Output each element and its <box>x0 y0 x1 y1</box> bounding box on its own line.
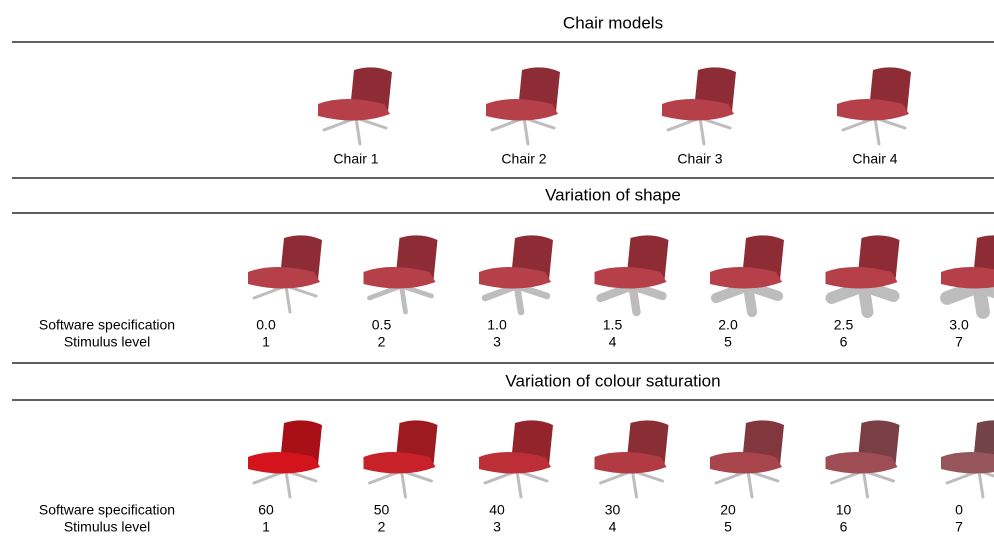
cell-value: 3.0 <box>949 317 969 333</box>
chair-leg <box>400 469 407 499</box>
chair-seat <box>594 267 667 289</box>
cell-value: 60 <box>258 502 274 518</box>
chair-seat <box>662 99 734 121</box>
cell-value: 40 <box>489 502 505 518</box>
cell-value: 2.0 <box>718 317 738 333</box>
cell-value: 50 <box>374 502 390 518</box>
chair-leg <box>628 281 641 317</box>
cell-value: 2 <box>378 334 386 350</box>
chair-leg <box>354 116 362 146</box>
chair-seat <box>710 452 782 474</box>
section-title: Variation of colour saturation <box>505 371 720 390</box>
chair-image <box>479 420 553 499</box>
cell-value: 5 <box>724 519 732 535</box>
chair-image <box>248 235 322 314</box>
cell-value: 4 <box>609 519 617 535</box>
chair-leg <box>862 469 869 499</box>
cell-value: 7 <box>955 519 963 535</box>
chair-seat <box>837 99 909 121</box>
chair-leg <box>631 469 638 499</box>
chair-image <box>940 235 994 319</box>
row-label: Stimulus level <box>64 334 150 350</box>
chair-leg <box>746 469 754 499</box>
cell-value: 6 <box>840 519 848 535</box>
chair-image <box>710 235 784 318</box>
section-title: Chair models <box>563 13 663 32</box>
chair-leg <box>513 282 525 316</box>
chair-seat <box>363 452 436 474</box>
chair-seat <box>479 267 551 289</box>
chair-image <box>486 67 560 146</box>
chair-image <box>248 420 322 499</box>
cell-value: 30 <box>605 502 621 518</box>
chair-image <box>594 235 669 317</box>
cell-value: 1.0 <box>487 317 507 333</box>
chair-seat <box>248 267 320 289</box>
chair-seat <box>479 452 551 474</box>
cell-value: 20 <box>720 502 736 518</box>
chair-image <box>363 235 438 315</box>
model-label: Chair 1 <box>333 151 378 167</box>
chair-leg <box>522 116 530 146</box>
chair-leg <box>698 116 706 146</box>
chair-image <box>479 235 553 316</box>
chair-seat <box>486 99 558 121</box>
section-title: Variation of shape <box>545 185 681 204</box>
chair-seat <box>941 267 994 289</box>
cell-value: 10 <box>836 502 852 518</box>
model-label: Chair 2 <box>501 151 546 167</box>
cell-value: 1.5 <box>603 317 623 333</box>
cell-value: 2.5 <box>834 317 854 333</box>
model-label: Chair 3 <box>677 151 722 167</box>
chair-leg <box>873 116 881 146</box>
chair-leg <box>284 284 292 314</box>
cell-value: 0.5 <box>372 317 392 333</box>
chair-image <box>318 67 392 146</box>
chair-image <box>941 420 994 499</box>
model-label: Chair 4 <box>852 151 897 167</box>
cell-value: 3 <box>493 519 501 535</box>
chair-seat <box>248 452 320 474</box>
cell-value: 6 <box>840 334 848 350</box>
chair-seat <box>318 99 390 121</box>
chair-seat <box>825 452 898 474</box>
chair-seat <box>941 452 994 474</box>
cell-value: 4 <box>609 334 617 350</box>
chair-image <box>662 67 736 146</box>
row-label: Stimulus level <box>64 519 150 535</box>
chair-image <box>837 67 911 146</box>
chair-seat <box>594 452 667 474</box>
row-label: Software specification <box>39 317 175 333</box>
cell-value: 1 <box>262 519 270 535</box>
cell-value: 0 <box>955 502 963 518</box>
cell-value: 0.0 <box>256 317 276 333</box>
cell-value: 5 <box>724 334 732 350</box>
chair-leg <box>515 469 523 499</box>
chair-seat <box>363 267 436 289</box>
chair-seat <box>710 267 782 289</box>
chair-image <box>710 420 784 499</box>
cell-value: 1 <box>262 334 270 350</box>
chair-image <box>594 420 669 499</box>
cell-value: 2 <box>378 519 386 535</box>
cell-value: 7 <box>955 334 963 350</box>
chair-image <box>825 235 900 318</box>
chair-seat <box>825 267 898 289</box>
cell-value: 3 <box>493 334 501 350</box>
chair-leg <box>977 469 985 499</box>
chair-leg <box>399 283 408 315</box>
chair-image <box>825 420 900 499</box>
row-label: Software specification <box>39 502 175 518</box>
chair-leg <box>284 469 292 499</box>
chair-image <box>363 420 438 499</box>
